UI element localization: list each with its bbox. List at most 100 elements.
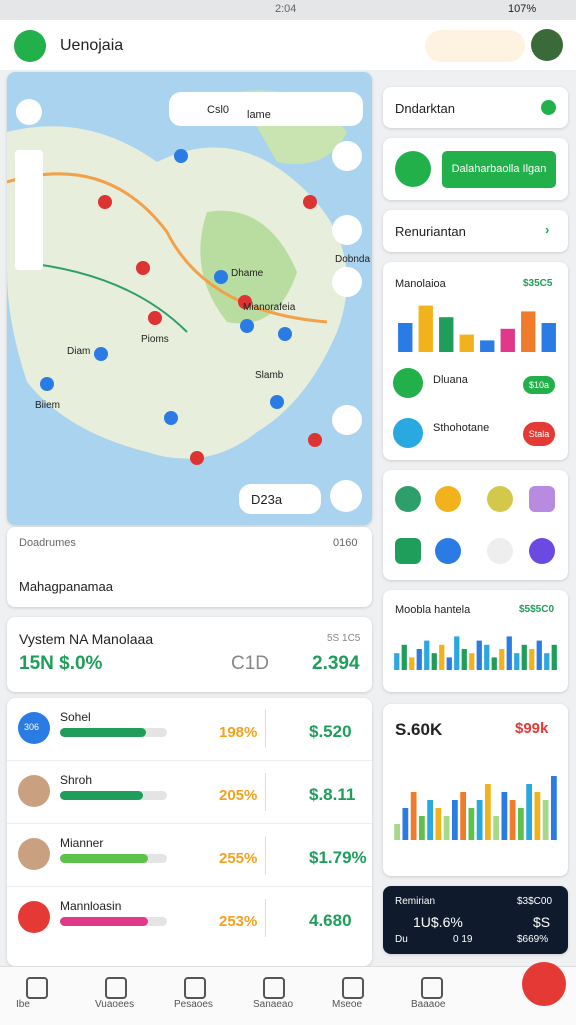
app-title: Uenojaia	[60, 37, 124, 54]
icon[interactable]	[529, 538, 555, 564]
bar	[409, 657, 415, 670]
bar	[459, 334, 474, 352]
bar	[461, 649, 467, 670]
bar	[418, 305, 433, 352]
bar	[394, 824, 401, 840]
map-label: Biiem	[35, 400, 61, 411]
chart-card: Manolaioa $35C5 Dluana $10a Sthohotane S…	[383, 262, 568, 460]
bar	[402, 808, 409, 840]
stats-card: Vystem NA Manolaaa 5S 1C5 15N $.0% C1D 2…	[7, 617, 372, 692]
bar	[529, 649, 535, 670]
row-name: Mannloasin	[60, 899, 122, 913]
bar	[424, 640, 430, 670]
row-name: Dluana	[433, 374, 468, 386]
dark-right: $S	[533, 914, 551, 930]
bar	[460, 792, 467, 840]
bar	[551, 644, 557, 670]
action-button[interactable]: Dalaharbaolla Ilgan	[442, 151, 556, 188]
icon[interactable]	[487, 538, 513, 564]
mini-chart	[398, 305, 556, 352]
map-label: Mianorafeia	[243, 302, 296, 313]
row-button[interactable]: $10a	[523, 376, 555, 394]
header: Uenojaia	[0, 20, 576, 70]
search-text[interactable]: Csl0	[207, 104, 230, 116]
bar	[506, 636, 512, 670]
divider	[265, 836, 266, 874]
bottom-nav: Ibe Vuaoees Pesaoes Sanaeao Mseoe Baaaoe	[0, 966, 576, 1025]
row-pct: 198%	[219, 724, 258, 741]
search-text[interactable]: lame	[247, 109, 271, 121]
row-value: $1.79%	[309, 848, 367, 867]
bar	[526, 784, 533, 840]
places-title: Mahagpanamaa	[19, 579, 113, 594]
map-label: Dhame	[231, 268, 264, 279]
bar	[509, 800, 516, 840]
divider	[265, 773, 266, 811]
row-icon	[393, 368, 423, 398]
side-title: Renuriantan	[395, 224, 466, 239]
stats-right: 2.394	[312, 653, 360, 674]
nav-label[interactable]: Ibe	[16, 999, 30, 1010]
row-divider	[7, 886, 372, 887]
bar	[484, 784, 491, 840]
avatar[interactable]	[531, 29, 563, 61]
bars-card: S.60K $99k	[383, 704, 568, 876]
row-value: $.520	[309, 722, 352, 741]
dark-card: Remirian $3$C00 1U$.6% $S Du 0 19 $669%	[383, 886, 568, 954]
bar	[435, 808, 442, 840]
nav-icon	[184, 977, 206, 999]
toolbar[interactable]	[425, 30, 525, 62]
nav-label[interactable]: Mseoe	[332, 999, 363, 1010]
side-card[interactable]: Dndarktan	[383, 87, 568, 128]
map[interactable]: Csl0 lame Dhame Mianorafeia Slamb Dobnda…	[7, 72, 372, 525]
bar	[501, 792, 508, 840]
row-divider	[7, 760, 372, 761]
bar-chart	[394, 636, 557, 670]
bar	[536, 640, 542, 670]
bar	[476, 640, 482, 670]
icon[interactable]	[395, 538, 421, 564]
side-card[interactable]: Renuriantan ›	[383, 210, 568, 252]
bar	[410, 792, 417, 840]
action-card: Dalaharbaolla Ilgan	[383, 138, 568, 200]
row-button[interactable]: Stala	[523, 422, 555, 446]
nav-label[interactable]: Sanaeao	[253, 999, 294, 1010]
icon[interactable]	[487, 486, 513, 512]
row-divider	[7, 823, 372, 824]
stats-mid: C1D	[231, 653, 270, 674]
map-label: Slamb	[255, 370, 284, 381]
big-value: S.60K	[395, 720, 443, 739]
chart-title: Manolaioa	[395, 278, 446, 290]
bar	[454, 636, 460, 670]
bar	[431, 653, 437, 670]
nav-icon	[421, 977, 443, 999]
map-canvas	[7, 72, 372, 525]
stats-sub: 5S 1C5	[327, 633, 361, 644]
bar	[443, 816, 450, 840]
bar	[541, 323, 556, 352]
divider	[265, 899, 266, 937]
compass	[395, 151, 431, 187]
nav-icon	[26, 977, 48, 999]
progress-bar	[60, 728, 146, 737]
nav-label[interactable]: Baaaoe	[411, 999, 446, 1010]
icon-grid	[383, 470, 568, 580]
nav-label[interactable]: Pesaoes	[174, 999, 213, 1010]
icon[interactable]	[395, 486, 421, 512]
bar	[398, 323, 413, 352]
bar	[500, 328, 515, 352]
icon[interactable]	[529, 486, 555, 512]
stats-title: Vystem NA Manolaaa	[19, 631, 154, 647]
nav-label[interactable]: Vuaoees	[95, 999, 135, 1010]
bar	[439, 644, 445, 670]
link[interactable]: Doadrumes	[19, 537, 76, 549]
icon[interactable]	[435, 486, 461, 512]
map-pill[interactable]: D23a	[251, 492, 283, 507]
fab[interactable]	[522, 962, 566, 1006]
bars-value: $5$5C0	[519, 604, 555, 615]
divider	[265, 710, 266, 748]
icon[interactable]	[435, 538, 461, 564]
bars-title: Moobla hantela	[395, 604, 471, 616]
battery: 107%	[508, 3, 537, 15]
